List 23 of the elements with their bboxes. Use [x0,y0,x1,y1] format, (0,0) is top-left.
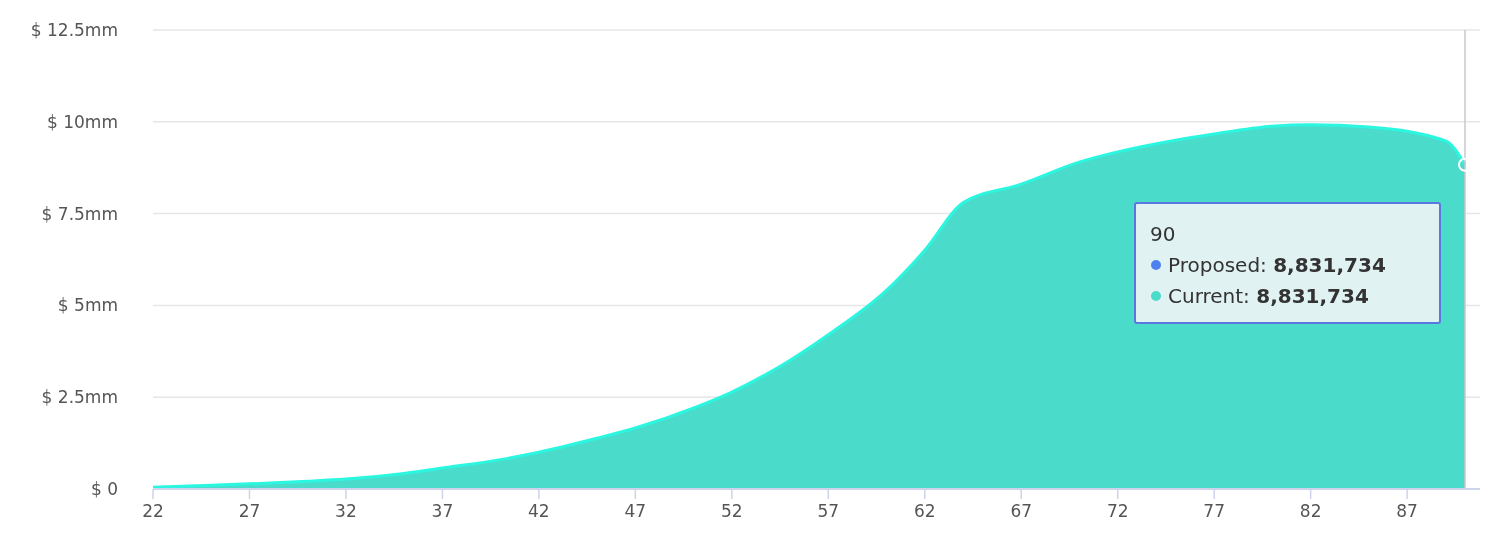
x-tick-label: 77 [1203,501,1225,521]
annotation: 90 [1150,222,1176,246]
annotation: Proposed: 8,831,734 [1168,253,1386,277]
x-tick-label: 37 [431,501,454,521]
x-tick-label: 42 [528,501,550,521]
x-tick-label: 47 [624,501,647,521]
x-tick-label: 87 [1396,501,1418,521]
x-tick-label: 67 [1010,501,1033,521]
y-tick-label: $ 7.5mm [41,203,118,224]
x-tick-label: 52 [721,501,743,521]
y-tick-label: $ 12.5mm [30,19,118,40]
x-tick-label: 27 [238,501,261,521]
y-tick-label: $ 0 [90,478,118,499]
x-tick-label: 62 [913,501,936,521]
y-tick-label: $ 10mm [47,111,118,132]
x-tick-label: 57 [817,501,840,521]
x-tick-label: 72 [1106,501,1129,521]
y-tick-label: $ 5mm [57,295,118,316]
y-tick-label: $ 2.5mm [41,387,118,408]
x-tick-label: 82 [1299,501,1322,521]
x-tick-label: 32 [335,501,357,521]
tooltip: 90 Proposed: 8,831,734 Current: 8,831,734 [1134,202,1441,324]
x-tick-label: 22 [142,501,164,521]
